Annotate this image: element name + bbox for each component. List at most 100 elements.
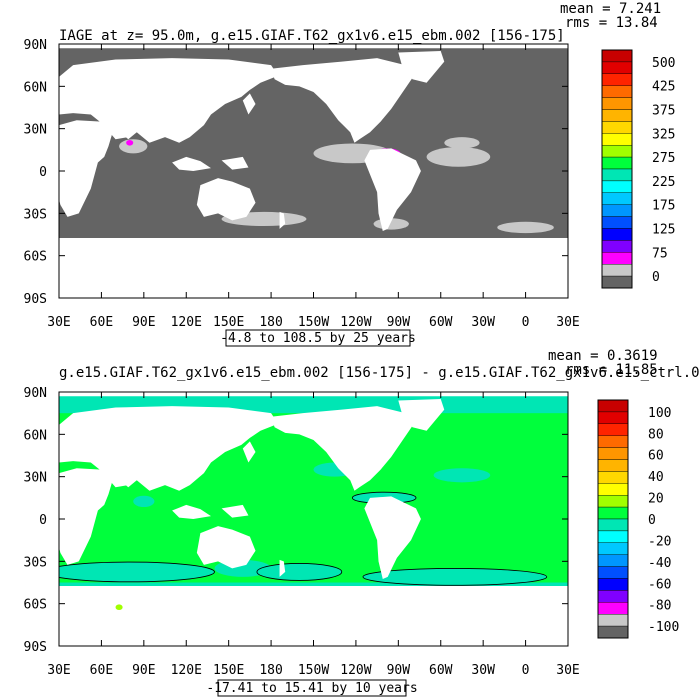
colorbar-swatch xyxy=(597,530,629,544)
colorbar-label: -40 xyxy=(648,556,671,571)
colorbar-swatch xyxy=(597,399,629,413)
colorbar-label: -100 xyxy=(648,620,679,635)
colorbar-label: 80 xyxy=(648,427,664,442)
colorbar-label: 20 xyxy=(648,492,664,507)
panel-1-range-box xyxy=(225,329,411,347)
y-tick-label: 90N xyxy=(24,38,47,53)
x-tick-label: 30W xyxy=(471,663,495,678)
y-tick-label: 90N xyxy=(24,386,47,401)
colorbar-swatch xyxy=(601,240,633,253)
x-tick-label: 120W xyxy=(340,315,371,330)
y-tick-label: 60N xyxy=(24,80,47,95)
panel-1-map xyxy=(59,44,568,298)
panel-1-colorbar: 500 425 375 325 275 225 175 125 75 0 xyxy=(601,49,675,289)
colorbar-swatch xyxy=(601,216,633,229)
y-tick-label: 60N xyxy=(24,428,47,443)
colorbar-frame xyxy=(601,49,633,289)
x-tick-label: 90W xyxy=(387,663,411,678)
colorbar-label: -20 xyxy=(648,534,671,549)
colorbar-swatch xyxy=(601,97,633,110)
y-tick-label: 60S xyxy=(24,598,47,613)
x-tick-label: 150W xyxy=(298,315,329,330)
x-tick-label: 30E xyxy=(47,663,70,678)
colorbar-swatch xyxy=(601,168,633,182)
y-tick-label: 60S xyxy=(24,250,47,265)
panel-2-yellowgreen-spot xyxy=(115,604,123,611)
x-tick-label: 60W xyxy=(429,315,453,330)
colorbar-swatch xyxy=(597,554,629,567)
panel-2-mean: mean = 0.3619 xyxy=(548,348,658,364)
colorbar-swatch xyxy=(597,614,629,627)
x-tick-label: 120E xyxy=(171,315,202,330)
panel-2-range-text: -17.41 to 15.41 by 10 years xyxy=(206,681,417,696)
y-tick-label: 30N xyxy=(24,123,47,138)
colorbar-label: 60 xyxy=(648,449,664,464)
colorbar-swatch xyxy=(597,518,629,532)
colorbar-swatch xyxy=(597,411,629,424)
x-tick-label: 180 xyxy=(259,663,282,678)
y-tick-label: 90S xyxy=(24,292,47,307)
y-tick-label: 90S xyxy=(24,640,47,655)
panel-2-range-box xyxy=(217,679,407,697)
colorbar-label: 375 xyxy=(652,104,675,119)
panel-1-axes: 30E 60E 90E 120E 150E 180 150W 120W 90W 60W 30W 0 30… xyxy=(24,38,580,330)
colorbar-swatch xyxy=(601,73,633,86)
colorbar-label: 500 xyxy=(652,56,675,71)
x-tick-label: 30E xyxy=(556,663,579,678)
panel-2: g.e15.GIAF.T62_gx1v6.e15_ebm.002 [156-17… xyxy=(24,348,700,697)
x-tick-label: 120W xyxy=(340,663,371,678)
y-tick-label: 0 xyxy=(39,513,47,528)
colorbar-swatch xyxy=(597,447,629,460)
x-tick-label: 60E xyxy=(90,663,113,678)
colorbar-swatch xyxy=(601,61,633,75)
x-tick-label: 30E xyxy=(47,315,70,330)
x-tick-label: 90E xyxy=(132,315,155,330)
colorbar-swatch xyxy=(597,566,629,579)
colorbar-label: 325 xyxy=(652,127,675,142)
panel-2-title: g.e15.GIAF.T62_gx1v6.e15_ebm.002 [156-17… xyxy=(59,365,700,381)
colorbar-swatch xyxy=(601,264,633,277)
colorbar-swatch xyxy=(601,144,633,158)
panel-2-contours xyxy=(59,491,548,586)
colorbar-label: 75 xyxy=(652,246,668,261)
x-tick-label: 60W xyxy=(429,663,453,678)
colorbar-swatch xyxy=(601,275,633,289)
colorbar-swatch xyxy=(601,192,633,205)
panel-2-colorbar: 100 80 60 40 20 0 -20 -40 -60 -80 -100 xyxy=(597,399,679,639)
panel-2-axes: 30E 60E 90E 120E 150E 180 150W 120W 90W 60W 30W 0 30… xyxy=(24,386,580,678)
colorbar-label: -80 xyxy=(648,599,671,614)
y-tick-label: 30S xyxy=(24,555,47,570)
x-tick-label: 150E xyxy=(213,663,244,678)
colorbar-swatch xyxy=(601,85,633,98)
colorbar-label: 425 xyxy=(652,80,675,95)
colorbar-swatch xyxy=(597,459,629,472)
colorbar-swatch xyxy=(601,204,633,217)
y-tick-label: 30N xyxy=(24,471,47,486)
colorbar-label: 125 xyxy=(652,223,675,238)
x-tick-label: 150E xyxy=(213,315,244,330)
colorbar-swatch xyxy=(597,590,629,603)
colorbar-swatch xyxy=(597,625,629,639)
colorbar-swatch xyxy=(601,180,633,193)
colorbar-swatch xyxy=(597,602,629,615)
panel-1-mean: mean = 7.241 xyxy=(560,1,661,17)
x-tick-label: 90E xyxy=(132,663,155,678)
x-tick-label: 0 xyxy=(522,663,530,678)
colorbar-label: 225 xyxy=(652,175,675,190)
x-tick-label: 0 xyxy=(522,315,530,330)
y-tick-label: 0 xyxy=(39,165,47,180)
colorbar-swatch xyxy=(601,121,633,134)
colorbar-label: 40 xyxy=(648,470,664,485)
colorbar-swatch xyxy=(597,471,629,484)
panel-1-rms: rms = 13.84 xyxy=(565,15,658,31)
colorbar-swatch xyxy=(601,252,633,265)
x-tick-label: 90W xyxy=(387,315,411,330)
colorbar-swatch xyxy=(597,435,629,448)
colorbar-swatch xyxy=(601,49,633,63)
x-tick-label: 60E xyxy=(90,315,113,330)
colorbar-swatch xyxy=(597,495,629,508)
colorbar-label: -60 xyxy=(648,577,671,592)
colorbar-label: 100 xyxy=(648,406,671,421)
colorbar-swatch xyxy=(601,133,633,146)
